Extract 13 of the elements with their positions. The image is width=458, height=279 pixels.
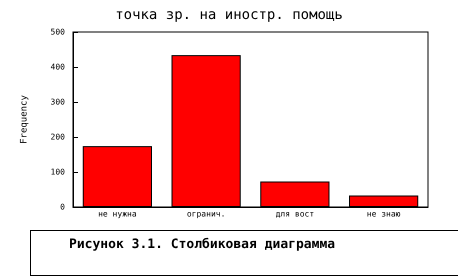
x-tick-label: не нужна <box>98 210 137 218</box>
x-tick-label: огранич. <box>186 210 226 218</box>
y-axis-title: Frequency <box>20 94 30 144</box>
chart-title: точка зр. на иностр. помощь <box>115 7 343 23</box>
y-tick-label: 500 <box>50 28 66 36</box>
y-tick-label: 0 <box>60 202 66 212</box>
y-tick-label: 200 <box>50 132 66 142</box>
x-tick-label: для вост <box>276 210 314 218</box>
y-tick-label: 100 <box>50 168 66 176</box>
y-tick-label: 300 <box>50 98 66 106</box>
x-tick-label: не знаю <box>366 210 401 218</box>
y-tick-label: 400 <box>50 62 66 72</box>
text: Рисунок 3.1. Столбиковая диаграмма <box>30 230 458 276</box>
